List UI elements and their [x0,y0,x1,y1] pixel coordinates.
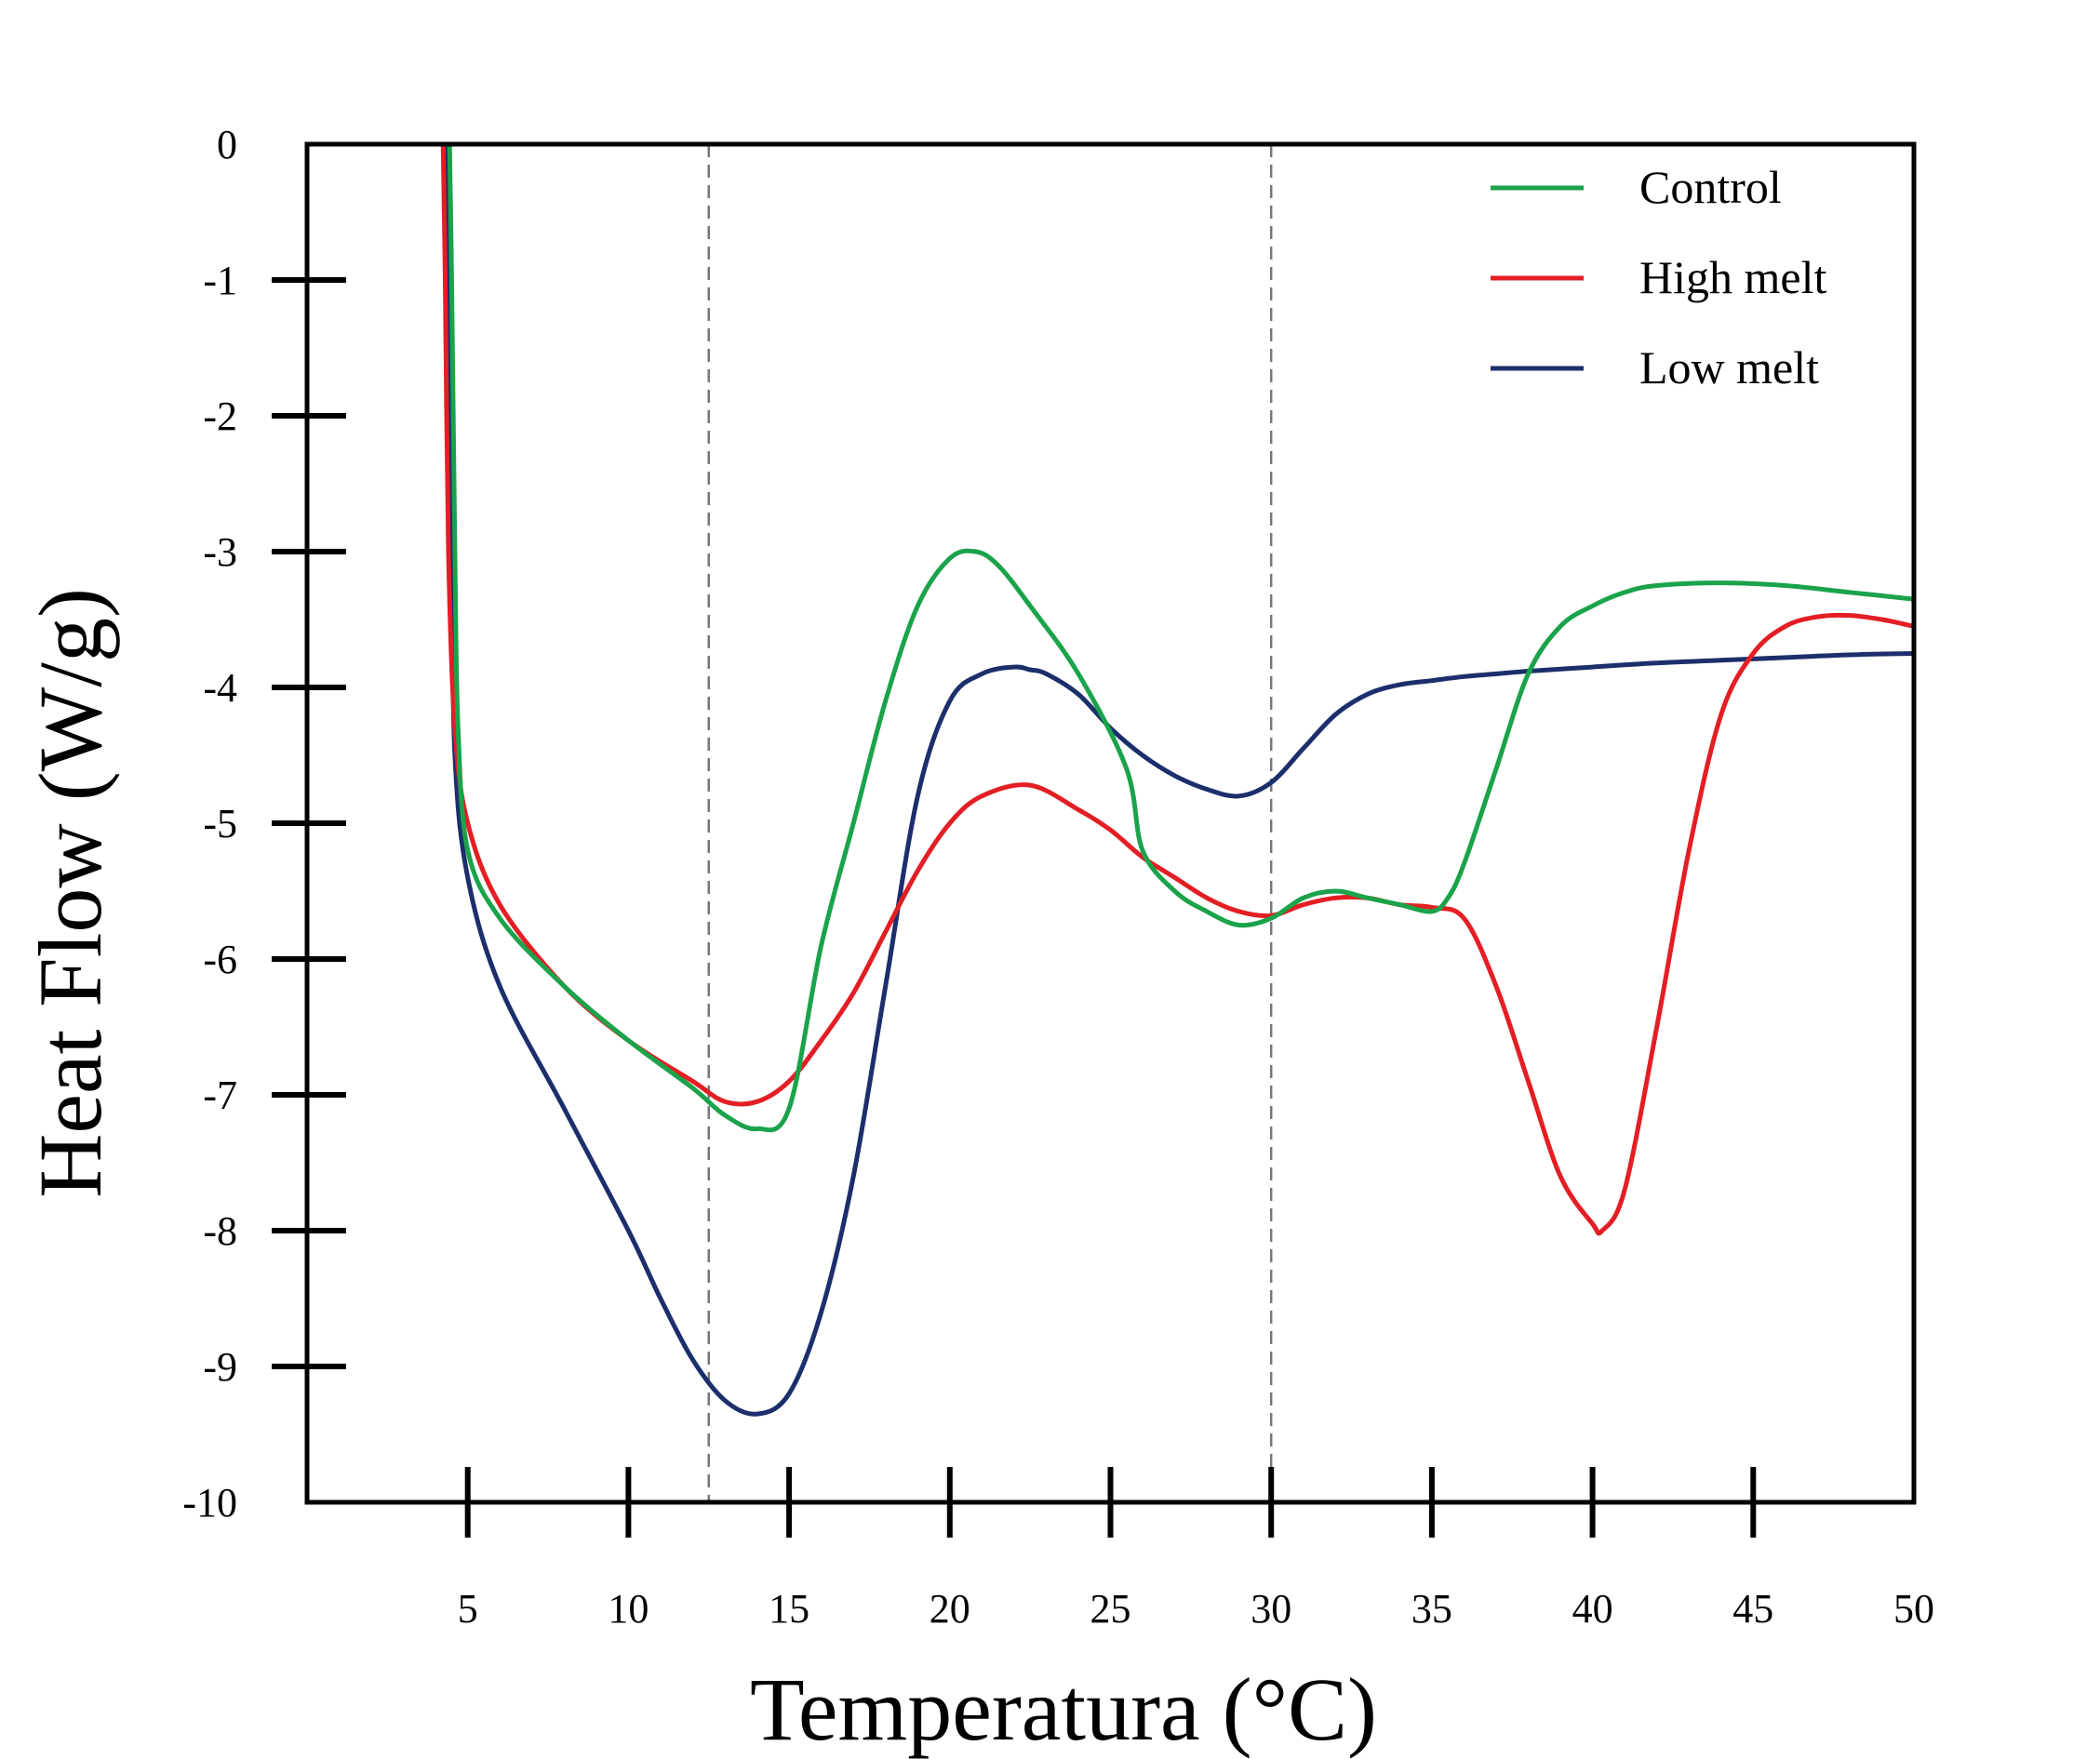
x-tick-label: 10 [608,1586,649,1632]
x-axis: 5 10 15 20 25 30 35 40 45 50 [458,1467,1934,1632]
x-tick-label: 50 [1893,1586,1934,1632]
y-tick-label: -2 [203,393,237,439]
reference-lines [707,144,1273,1502]
y-tick-label: -7 [203,1073,237,1118]
y-tick-label: -10 [182,1480,237,1526]
legend-label: Control [1639,161,1782,213]
y-tick-label: 0 [217,122,237,167]
y-tick-label: -8 [203,1208,237,1254]
y-tick-label: -3 [203,529,237,575]
y-tick-label: -9 [203,1344,237,1390]
x-tick-label: 45 [1732,1586,1773,1632]
y-axis-title: Heat Flow (W/g) [20,588,120,1198]
legend-label: High melt [1639,251,1826,303]
legend: Control High melt Low melt [1491,161,1826,393]
series-line-high-melt [440,144,1914,1236]
x-tick-label: 30 [1251,1586,1291,1632]
y-tick-label: -6 [203,937,237,982]
y-axis: 0 -1 -2 -3 -4 -5 -6 -7 -8 -9 -10 [182,122,346,1526]
x-tick-label: 40 [1572,1586,1613,1632]
y-tick-label: -1 [203,258,237,303]
x-tick-label: 5 [458,1586,478,1632]
plot-series [440,144,1914,1417]
x-tick-label: 15 [769,1586,809,1632]
x-axis-title: Temperatura (°C) [750,1659,1377,1759]
series-line-control [447,144,1914,1133]
x-tick-label: 35 [1411,1586,1452,1632]
y-tick-label: -5 [203,801,237,846]
series-line-low-melt [444,144,1914,1417]
x-tick-label: 20 [930,1586,970,1632]
legend-label: Low melt [1639,341,1819,393]
y-tick-label: -4 [203,665,237,711]
x-tick-label: 25 [1090,1586,1131,1632]
